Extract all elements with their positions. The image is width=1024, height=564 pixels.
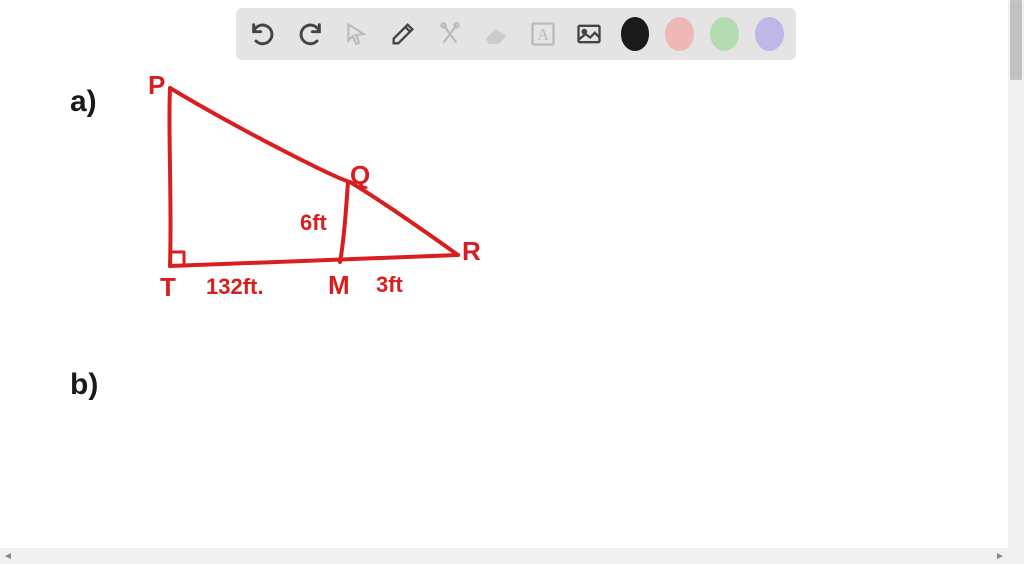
color-green[interactable]: [710, 17, 739, 51]
label-b: b): [70, 368, 98, 402]
scroll-right-arrow[interactable]: ►: [992, 548, 1008, 564]
pencil-tool[interactable]: [388, 16, 419, 52]
text-tool[interactable]: A: [527, 16, 558, 52]
undo-button[interactable]: [248, 16, 279, 52]
image-tool[interactable]: [574, 16, 605, 52]
vertex-r: R: [462, 236, 481, 267]
vertex-q: Q: [350, 160, 370, 191]
scrollbar-corner: [1008, 548, 1024, 564]
color-black[interactable]: [621, 17, 650, 51]
vertex-p: P: [148, 70, 165, 101]
svg-text:A: A: [537, 25, 549, 44]
vertex-m: M: [328, 270, 350, 301]
vertical-scrollbar[interactable]: [1008, 0, 1024, 548]
vertex-t: T: [160, 272, 176, 303]
vertical-scrollbar-thumb[interactable]: [1010, 0, 1022, 80]
drawing-toolbar: A: [236, 8, 796, 60]
horizontal-scrollbar[interactable]: ◄ ►: [0, 548, 1008, 564]
pointer-tool[interactable]: [341, 16, 372, 52]
scroll-left-arrow[interactable]: ◄: [0, 548, 16, 564]
eraser-tool[interactable]: [481, 16, 512, 52]
color-pink[interactable]: [665, 17, 694, 51]
color-purple[interactable]: [755, 17, 784, 51]
tools-crossed-icon[interactable]: [434, 16, 465, 52]
measure-tm: 132ft.: [206, 274, 263, 300]
triangle-ptr: [169, 88, 458, 266]
redo-button[interactable]: [295, 16, 326, 52]
label-a: a): [70, 85, 97, 119]
measure-mr: 3ft: [376, 272, 403, 298]
measure-qm: 6ft: [300, 210, 327, 236]
